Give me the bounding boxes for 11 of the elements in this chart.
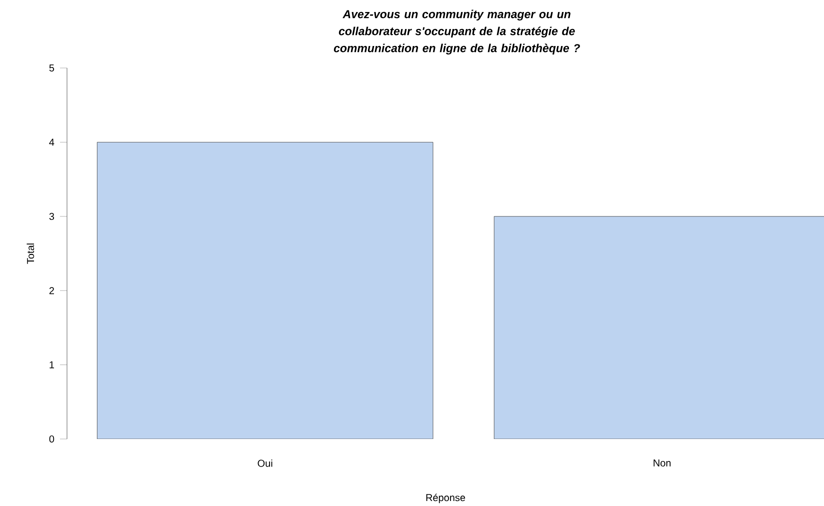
y-tick-label: 1 <box>50 361 54 368</box>
y-tick-label: 2 <box>49 286 54 294</box>
y-tick-label: 4 <box>49 138 54 146</box>
y-tick-label: 0 <box>49 435 54 442</box>
y-tick-label: 5 <box>49 64 54 72</box>
chart-title: Avez-vous un community manager ou un collaborateur s'occupant de la stratégie de communication en ligne de la bibliothèque ? <box>334 10 580 54</box>
y-axis-title: Total <box>26 243 34 264</box>
x-tick-label: Oui <box>258 459 272 467</box>
y-tick-label: 3 <box>49 212 54 220</box>
x-tick-label: Non <box>654 459 671 466</box>
x-axis-title: Réponse <box>426 493 466 503</box>
